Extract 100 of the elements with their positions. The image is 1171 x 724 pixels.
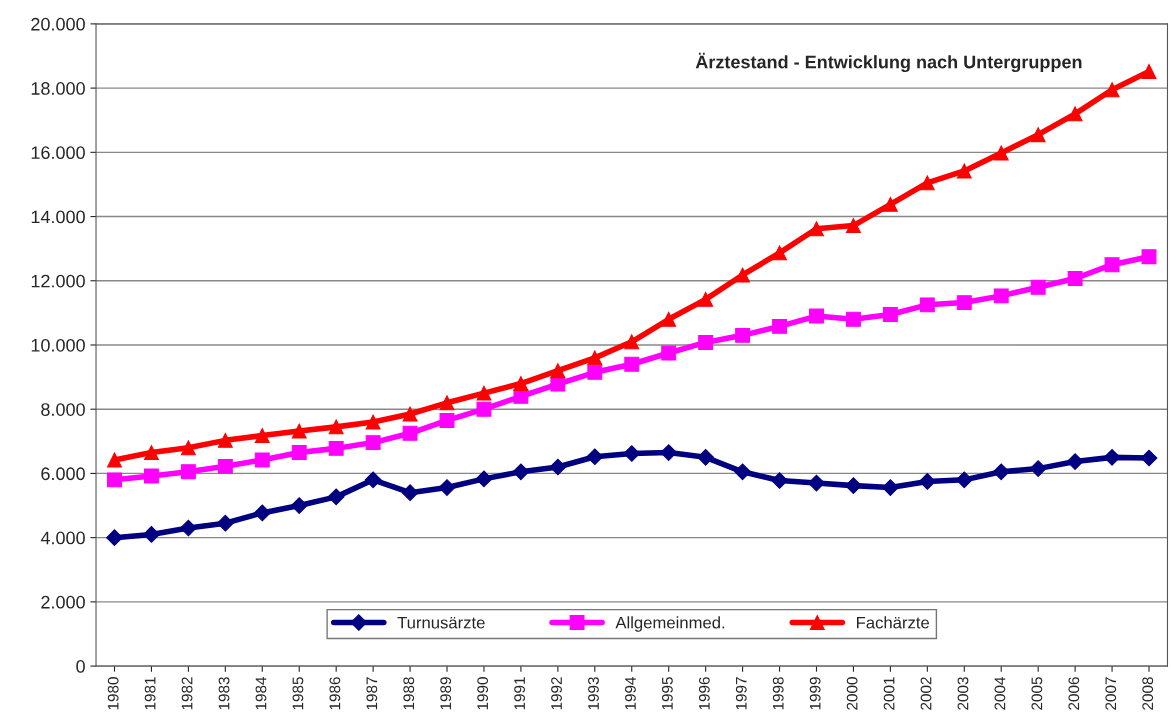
x-tick-label: 1992	[551, 677, 562, 710]
x-tick-label: 2004	[994, 676, 1006, 710]
point	[809, 308, 824, 324]
point	[955, 471, 973, 489]
x-tick-label: 1993	[588, 677, 599, 710]
point	[254, 428, 270, 443]
point	[1141, 63, 1157, 79]
point	[882, 307, 898, 322]
x-tick-label: 1990	[477, 677, 489, 710]
point	[1067, 106, 1083, 122]
point	[550, 376, 566, 392]
point	[402, 406, 418, 422]
y-tick-label: 2.000	[41, 595, 85, 609]
x-tick-label: 1980	[107, 677, 119, 710]
x-tick-label: 1996	[698, 677, 710, 710]
x-tick-label: 2001	[883, 677, 895, 710]
point	[254, 452, 270, 468]
point	[882, 196, 898, 212]
point	[697, 448, 715, 466]
y-tick-label: 12.000	[31, 274, 85, 288]
point	[365, 435, 381, 451]
point	[1104, 257, 1120, 273]
point	[291, 423, 307, 439]
point	[845, 477, 862, 494]
x-tick-label: 2007	[1105, 677, 1117, 710]
point	[1067, 271, 1083, 286]
x-tick-label: 1986	[329, 677, 341, 710]
x-tick-label: 1984	[255, 676, 267, 710]
point	[217, 458, 233, 474]
legend-label: Turnusärzte	[397, 616, 485, 629]
x-tick-label: 2005	[1031, 677, 1043, 710]
point	[180, 464, 196, 480]
point	[587, 350, 603, 366]
point	[328, 419, 344, 435]
point	[1030, 127, 1046, 143]
point	[993, 288, 1009, 304]
point	[993, 145, 1009, 161]
y-tick-label: 0	[76, 660, 85, 673]
point	[476, 385, 492, 401]
point	[624, 334, 640, 350]
point	[475, 470, 493, 488]
point	[992, 463, 1010, 481]
x-tick-label: 1983	[218, 677, 230, 710]
x-tick-label: 2000	[846, 677, 858, 710]
x-tick-label: 1998	[772, 677, 784, 710]
point	[660, 444, 678, 461]
x-tick-label: 2002	[920, 677, 932, 710]
x-tick-label: 2008	[1142, 677, 1154, 710]
x-tick-label: 1985	[292, 677, 304, 710]
point	[143, 526, 160, 543]
point	[1103, 448, 1121, 466]
point	[882, 479, 899, 496]
point	[439, 395, 455, 411]
point	[772, 318, 788, 334]
point	[106, 529, 123, 547]
y-tick-label: 16.000	[31, 146, 85, 160]
point	[661, 311, 677, 327]
x-tick-label: 1994	[625, 676, 636, 710]
point	[698, 291, 714, 307]
legend-label: Fachärzte	[857, 616, 929, 629]
point	[512, 463, 530, 481]
text: Ärztestand - Entwicklung nach Untergruppen	[695, 52, 1082, 73]
point	[439, 412, 455, 428]
point	[624, 356, 640, 372]
point	[217, 432, 233, 448]
x-tick-label: 1989	[440, 677, 452, 710]
x-tick-label: 1991	[514, 677, 526, 710]
point	[438, 479, 456, 496]
y-tick-label: 10.000	[31, 338, 85, 352]
point	[1104, 82, 1120, 98]
point	[919, 175, 935, 191]
x-tick-label: 1987	[366, 677, 378, 710]
point	[549, 458, 567, 476]
x-tick-label: 1995	[661, 677, 673, 710]
y-tick-label: 6.000	[41, 467, 85, 481]
point	[328, 440, 344, 456]
x-tick-label: 2006	[1068, 677, 1080, 710]
y-tick-label: 18.000	[31, 82, 85, 95]
point	[364, 471, 382, 489]
point	[808, 474, 825, 492]
point	[587, 364, 603, 380]
point	[586, 448, 604, 466]
point	[401, 484, 419, 502]
point	[1029, 460, 1047, 477]
point	[291, 445, 307, 461]
point	[734, 463, 751, 481]
point	[513, 376, 529, 391]
point	[180, 519, 197, 537]
point	[290, 497, 308, 514]
point	[698, 334, 714, 350]
point	[402, 425, 418, 441]
point	[253, 504, 271, 522]
point	[550, 363, 566, 379]
point	[476, 401, 492, 417]
point	[1066, 453, 1084, 470]
y-tick-label: 4.000	[40, 531, 85, 545]
point	[1140, 449, 1158, 467]
point	[1030, 279, 1046, 295]
point	[919, 297, 935, 313]
y-tick-label: 14.000	[31, 210, 85, 224]
